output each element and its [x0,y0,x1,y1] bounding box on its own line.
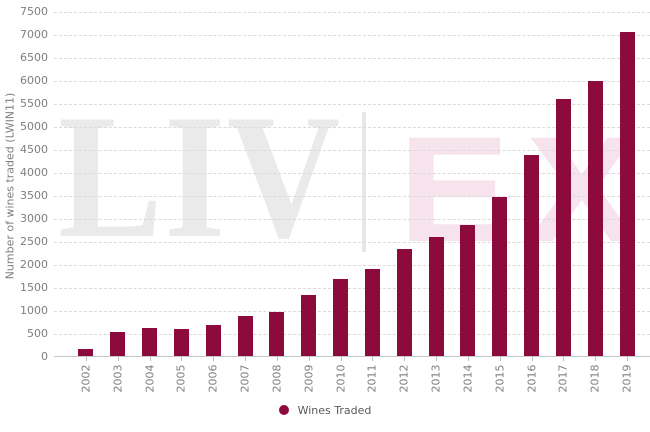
bar-2018 [587,80,603,356]
x-tick [149,357,151,361]
grid-line [54,104,650,105]
x-tick [436,357,437,361]
x-tick-label: 2009 [302,364,316,393]
bar-2003 [110,331,126,356]
y-tick-label: 6000 [20,73,48,87]
x-tick-label: 2004 [143,364,156,393]
y-tick-label: 0 [41,349,48,363]
grid-line [54,219,650,220]
x-tick [245,357,246,361]
y-tick-label: 6500 [20,50,48,64]
grid-line [54,311,650,312]
bar-2013 [428,237,444,356]
y-tick-label: 2000 [20,257,48,271]
x-tick-label: 2007 [238,364,252,393]
y-tick-label: 1000 [20,303,48,317]
x-tick [276,357,278,361]
x-tick [404,357,406,361]
x-tick [467,357,469,361]
x-tick [563,357,565,361]
x-tick-label: 2017 [556,364,570,393]
bar-2012 [396,248,412,356]
bar-2017 [555,99,571,356]
x-tick [627,357,629,361]
y-tick-label: 7500 [20,4,48,18]
bar-2016 [524,155,540,356]
bar-2010 [333,278,348,356]
bar-2006 [205,324,221,356]
x-tick-label: 2019 [620,364,634,393]
x-tick [181,357,183,361]
grid-line [54,35,650,36]
x-axis-line [54,356,650,357]
grid-line [54,81,650,82]
y-tick-label: 4000 [20,165,48,179]
grid-line [54,334,650,335]
x-tick-label: 2005 [174,364,188,393]
x-tick [85,357,87,361]
x-tick-label: 2015 [493,364,507,393]
bar-2019 [619,31,635,356]
x-tick [117,357,119,361]
y-tick-label: 5000 [20,119,48,133]
x-tick [372,357,374,361]
legend-marker-icon [278,405,289,415]
x-tick-label: 2016 [525,364,539,393]
grid-line [54,288,650,289]
bar-2004 [142,328,157,356]
livex-watermark-divider [362,112,366,252]
bar-2009 [301,294,317,356]
livex-watermark-liv: LIV [58,77,342,275]
bar-2005 [173,329,189,356]
x-tick-label: 2008 [270,364,284,393]
x-tick-label: 2012 [397,364,411,393]
x-tick-label: 2011 [365,364,379,393]
x-tick-label: 2013 [429,364,443,393]
x-tick-label: 2002 [79,364,93,393]
y-tick-label: 2500 [20,234,48,248]
x-tick-label: 2010 [334,364,347,393]
y-tick-label: 3000 [20,211,48,225]
y-tick-label: 1500 [20,280,48,294]
grid-line [54,12,650,13]
legend-label: Wines Traded [297,403,372,417]
y-tick-label: 7000 [20,27,48,41]
bar-2011 [364,268,380,356]
x-tick [340,357,342,361]
x-tick [595,357,597,361]
x-tick-label: 2018 [588,364,602,393]
grid-line [54,196,650,197]
grid-line [54,150,650,151]
bar-2008 [269,312,285,356]
grid-line [54,58,650,59]
grid-line [54,242,650,243]
grid-line [54,265,650,266]
x-tick [213,357,215,361]
y-tick-label: 4500 [20,142,48,156]
bar-2002 [78,348,94,356]
plot-area [54,0,650,357]
legend: Wines Traded [0,402,650,418]
grid-line [54,127,650,128]
bar-2015 [492,196,508,356]
x-tick-label: 2014 [461,364,475,393]
x-tick-label: 2003 [111,364,125,393]
y-tick-label: 3500 [20,188,48,202]
bar-2014 [460,225,476,356]
y-tick-label: 500 [27,326,48,340]
x-tick [531,357,533,361]
x-tick [308,357,310,361]
y-tick-label: 5500 [20,96,48,110]
bar-2007 [237,316,253,356]
x-tick [499,357,501,361]
grid-line [54,173,650,174]
x-tick-label: 2006 [206,364,220,393]
